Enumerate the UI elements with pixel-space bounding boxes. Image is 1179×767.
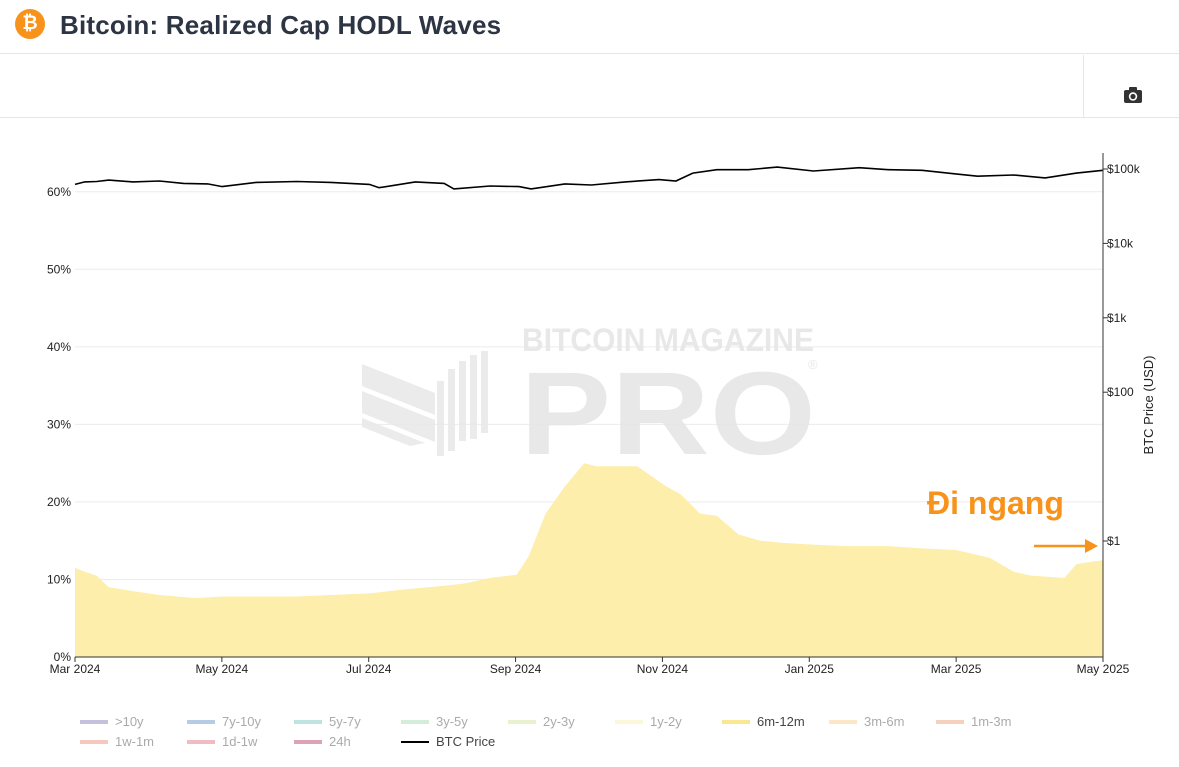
- y-left-tick-label: 30%: [47, 417, 71, 431]
- legend-swatch: [401, 740, 429, 743]
- y-right-tick-label: $1: [1107, 534, 1121, 548]
- watermark-logo-icon: [362, 351, 488, 456]
- legend-swatch: [722, 719, 750, 724]
- watermark-registered-mark: ®: [808, 357, 818, 372]
- legend-swatch: [829, 719, 857, 724]
- y-right-tick-label: $100k: [1107, 162, 1141, 176]
- legend-item[interactable]: 7y-10y: [187, 713, 261, 731]
- legend-label: 7y-10y: [222, 714, 262, 729]
- legend-item[interactable]: 5y-7y: [294, 713, 361, 731]
- area-6m-12m: [75, 463, 1103, 657]
- toolbar-divider: [1083, 55, 1084, 117]
- x-tick-label: Mar 2025: [931, 662, 982, 676]
- bitcoin-logo-glyph: ₿: [22, 13, 38, 34]
- legend-label: >10y: [115, 714, 144, 729]
- y-left-tick-label: 40%: [47, 340, 71, 354]
- legend-swatch: [936, 719, 964, 724]
- legend-item[interactable]: >10y: [80, 713, 144, 731]
- bitcoin-logo-icon: ₿: [15, 9, 45, 39]
- y-right-tick-label: $1k: [1107, 311, 1127, 325]
- legend-swatch: [80, 739, 108, 744]
- y-left-tick-label: 50%: [47, 262, 71, 276]
- legend-swatch: [294, 739, 322, 744]
- area-series-6m-12m: [75, 463, 1103, 657]
- legend-swatch: [615, 719, 643, 724]
- legend-item[interactable]: 1w-1m: [80, 733, 154, 751]
- x-tick-label: May 2024: [196, 662, 249, 676]
- legend-item[interactable]: 24h: [294, 733, 351, 751]
- legend-item[interactable]: 3m-6m: [829, 713, 904, 731]
- btc-price-line: [74, 166, 1104, 190]
- legend-swatch: [187, 719, 215, 724]
- header: ₿ Bitcoin: Realized Cap HODL Waves: [0, 0, 1179, 54]
- legend-label: 24h: [329, 734, 351, 749]
- legend-label: 5y-7y: [329, 714, 361, 729]
- x-tick-label: Jan 2025: [785, 662, 835, 676]
- y-left-tick-label: 0%: [54, 650, 72, 664]
- legend-label: 1y-2y: [650, 714, 682, 729]
- annotation-arrow-icon: [1085, 539, 1098, 553]
- page-title: Bitcoin: Realized Cap HODL Waves: [60, 10, 502, 40]
- y-left-tick-label: 10%: [47, 572, 71, 586]
- legend-label: 2y-3y: [543, 714, 575, 729]
- legend-item[interactable]: 1d-1w: [187, 733, 257, 751]
- legend-swatch: [508, 719, 536, 724]
- y-right-tick-label: $100: [1107, 385, 1134, 399]
- annotation: Đi ngang: [927, 485, 1098, 553]
- x-tick-label: Sep 2024: [490, 662, 542, 676]
- line-series-btc-price: [74, 166, 1104, 190]
- legend-label: 3y-5y: [436, 714, 468, 729]
- x-tick-label: May 2025: [1077, 662, 1130, 676]
- legend-item[interactable]: 3y-5y: [401, 713, 468, 731]
- legend-swatch: [187, 739, 215, 744]
- x-tick-label: Mar 2024: [50, 662, 101, 676]
- y-left-tick-label: 60%: [47, 185, 71, 199]
- legend-label: 1w-1m: [115, 734, 155, 749]
- chart-toolbar: [0, 55, 1179, 118]
- legend-label: BTC Price: [436, 734, 496, 749]
- legend-label: 1m-3m: [971, 714, 1012, 729]
- x-tick-label: Jul 2024: [346, 662, 392, 676]
- legend-item[interactable]: 1m-3m: [936, 713, 1011, 731]
- camera-icon[interactable]: [1120, 84, 1146, 106]
- legend-label: 3m-6m: [864, 714, 905, 729]
- axes: 0% 10% 20% 30% 40% 50% 60% Mar 2024 May 2024 Jul …: [47, 153, 1156, 676]
- y-right-axis-title: BTC Price (USD): [1141, 356, 1156, 455]
- legend-item[interactable]: 2y-3y: [508, 713, 575, 731]
- legend-label: 6m-12m: [757, 714, 805, 729]
- legend-item[interactable]: 6m-12m: [722, 713, 805, 731]
- legend-item[interactable]: 1y-2y: [615, 713, 682, 731]
- watermark-line2: PRO: [520, 348, 816, 480]
- legend-swatch: [294, 719, 322, 724]
- legend-swatch: [401, 719, 429, 724]
- hodl-waves-chart: BITCOIN MAGAZINE PRO ® 0% 10% 20% 30% 40% 50%…: [47, 153, 1156, 676]
- legend-swatch: [80, 719, 108, 724]
- legend-label: 1d-1w: [222, 734, 258, 749]
- watermark-line1: BITCOIN MAGAZINE: [522, 322, 814, 358]
- watermark: BITCOIN MAGAZINE PRO ®: [362, 322, 818, 480]
- y-right-tick-label: $10k: [1107, 236, 1134, 250]
- y-left-tick-label: 20%: [47, 495, 71, 509]
- x-tick-label: Nov 2024: [637, 662, 689, 676]
- legend-item[interactable]: BTC Price: [401, 733, 495, 751]
- annotation-text: Đi ngang: [927, 485, 1064, 521]
